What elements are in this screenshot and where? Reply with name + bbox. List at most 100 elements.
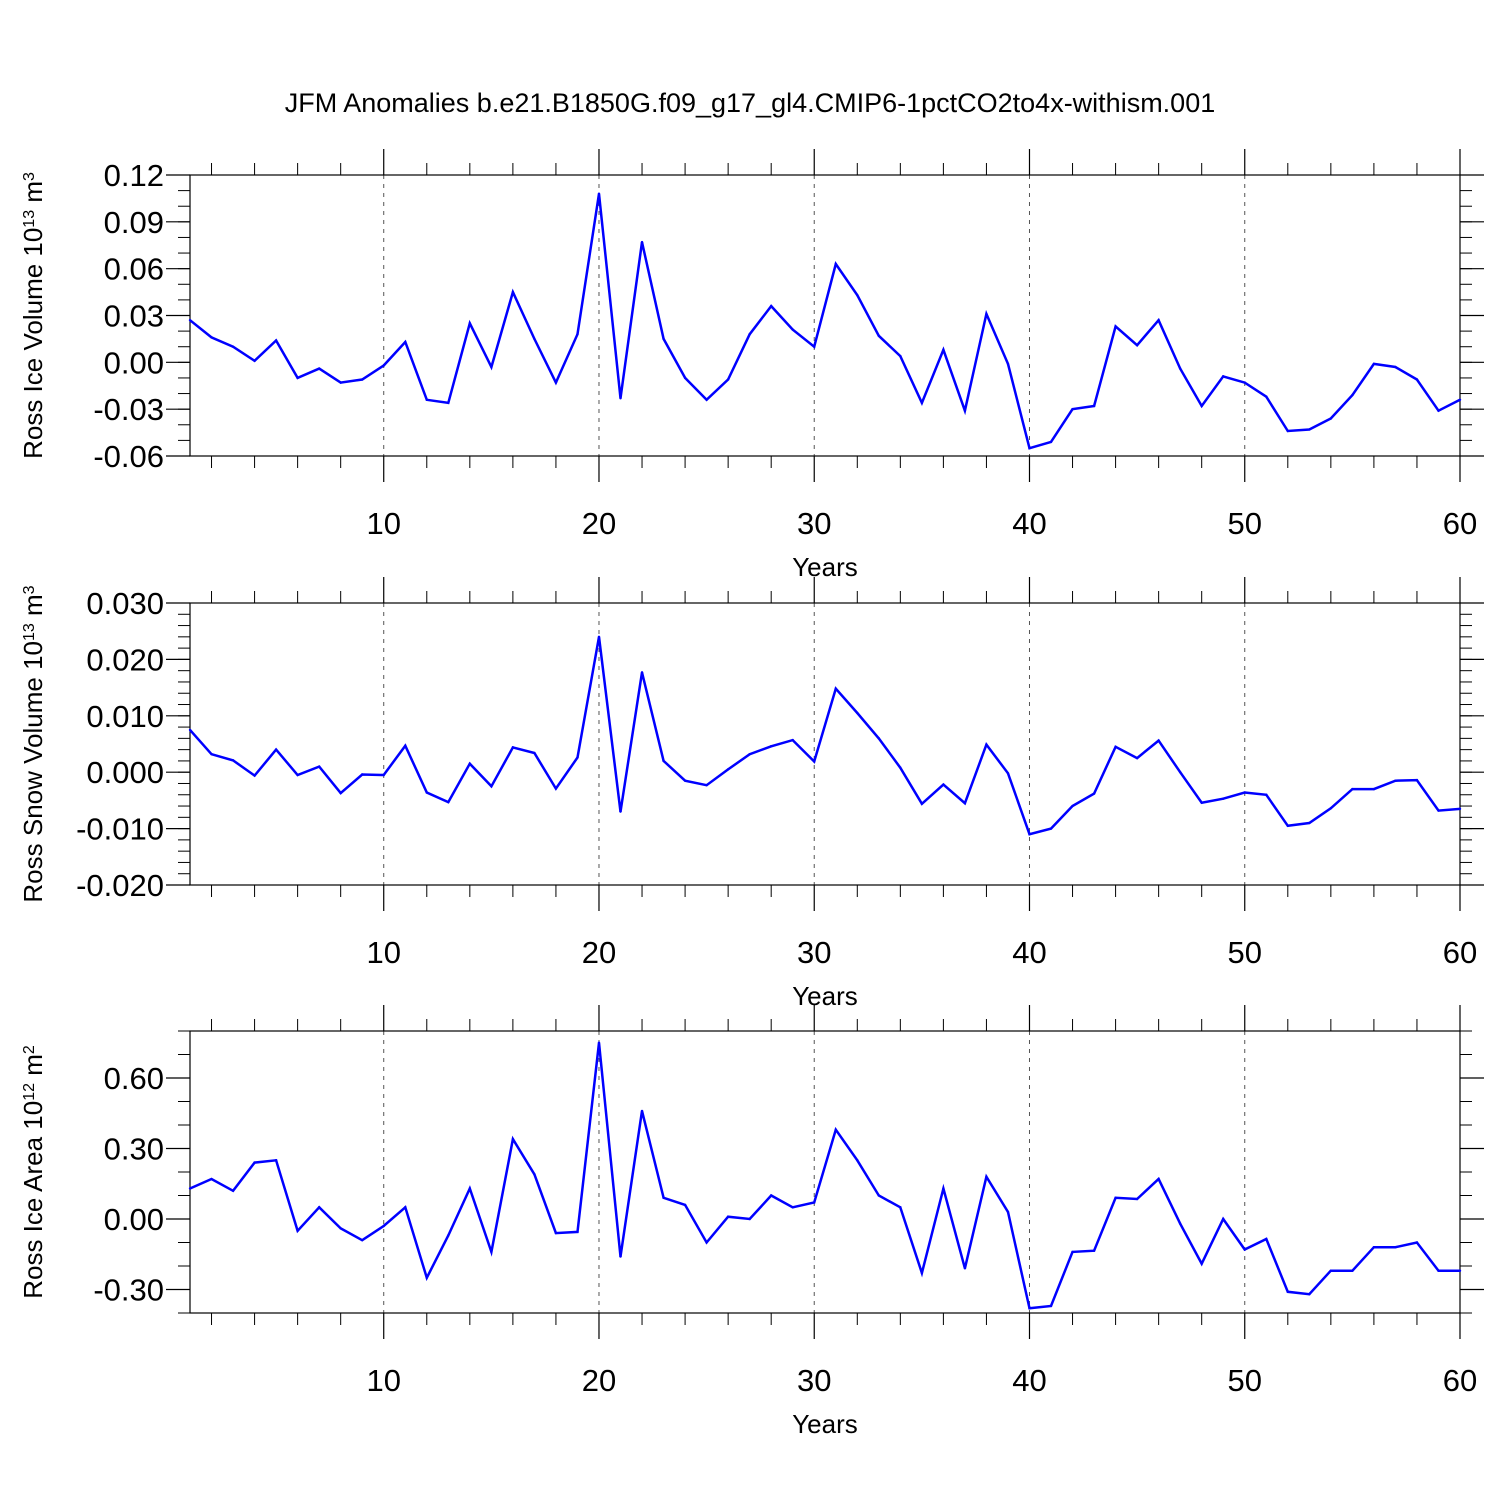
- data-point: [899, 354, 902, 358]
- series-line: [189, 636, 1461, 836]
- data-point: [1458, 398, 1462, 401]
- data-point: [877, 334, 881, 337]
- data-point: [447, 1234, 450, 1237]
- data-point: [274, 1159, 278, 1162]
- y-tick-label: 0.010: [86, 699, 164, 734]
- data-point: [834, 262, 837, 266]
- data-point: [1372, 787, 1376, 791]
- data-point: [1308, 428, 1311, 431]
- data-point: [1286, 1290, 1289, 1294]
- data-point: [1092, 404, 1096, 408]
- series-line: [189, 193, 1461, 450]
- data-point: [1071, 804, 1074, 808]
- data-point: [1243, 381, 1246, 384]
- data-point: [511, 290, 515, 294]
- data-point: [813, 1201, 816, 1204]
- data-point: [404, 340, 407, 344]
- data-point: [726, 378, 730, 381]
- y-label-unit-exp: 3: [21, 172, 38, 181]
- data-point: [188, 1187, 192, 1190]
- data-point: [1006, 362, 1010, 366]
- data-point: [985, 1175, 988, 1178]
- data-point: [748, 752, 751, 756]
- x-axis-label: Years: [792, 1409, 858, 1439]
- data-point: [942, 1187, 945, 1190]
- data-point: [490, 785, 493, 788]
- x-axis-label: Years: [792, 981, 858, 1011]
- data-point: [877, 737, 881, 740]
- data-point: [942, 783, 945, 786]
- data-point: [705, 1241, 708, 1244]
- data-point: [1200, 801, 1203, 804]
- data-point: [1351, 787, 1354, 791]
- data-points: [188, 192, 1462, 450]
- y-tick-labels: -0.30 0.00 0.30 0.60: [93, 1061, 164, 1308]
- data-point: [1351, 1269, 1354, 1272]
- y-tick-label: -0.30: [93, 1273, 164, 1308]
- data-point: [1178, 771, 1182, 774]
- data-point: [705, 398, 708, 401]
- y-tick-label: -0.010: [76, 812, 164, 847]
- x-grid: [383, 1031, 1246, 1313]
- y-label-unit-exp: 2: [21, 1045, 38, 1054]
- data-points: [188, 635, 1462, 836]
- data-point: [748, 333, 751, 336]
- data-point: [1222, 1217, 1225, 1221]
- data-point: [253, 1161, 256, 1164]
- x-tick-label: 50: [1228, 1363, 1262, 1398]
- data-point: [1178, 1222, 1182, 1225]
- data-point: [1157, 739, 1160, 742]
- data-point: [1049, 827, 1053, 830]
- data-point: [210, 336, 213, 339]
- data-point: [1157, 318, 1160, 322]
- y-tick-label: 0.12: [104, 158, 164, 193]
- data-point: [813, 345, 816, 348]
- data-point: [1092, 1249, 1096, 1252]
- y-axis-label: Ross Ice Area 1012 m2: [18, 1045, 48, 1299]
- data-point: [1372, 1246, 1376, 1249]
- data-point: [317, 765, 321, 768]
- data-point: [1028, 446, 1031, 450]
- data-point: [1415, 1241, 1419, 1244]
- data-point: [317, 1206, 321, 1209]
- data-point: [1415, 378, 1419, 381]
- x-tick-label: 10: [366, 1363, 400, 1398]
- data-point: [899, 766, 902, 769]
- y-tick-label: -0.020: [76, 868, 164, 903]
- data-point: [834, 687, 837, 690]
- data-point: [361, 378, 364, 381]
- data-point: [1200, 404, 1203, 408]
- data-point: [1308, 1293, 1311, 1296]
- data-point: [899, 1206, 902, 1209]
- data-point: [705, 783, 708, 787]
- data-point: [726, 768, 730, 771]
- data-point: [920, 401, 924, 405]
- data-point: [511, 1137, 515, 1141]
- data-point: [317, 367, 321, 370]
- data-point: [274, 748, 278, 751]
- data-point: [1114, 325, 1117, 328]
- data-point: [597, 192, 601, 195]
- x-tick-label: 50: [1228, 506, 1262, 541]
- data-point: [1329, 1269, 1333, 1272]
- minor-ticks: [178, 1019, 1472, 1325]
- data-point: [791, 738, 794, 742]
- data-point: [1286, 824, 1289, 827]
- data-point: [769, 1194, 773, 1197]
- data-point: [1437, 809, 1440, 812]
- data-point: [1265, 1237, 1268, 1241]
- data-point: [1071, 407, 1074, 411]
- data-point: [963, 802, 967, 805]
- x-tick-label: 30: [797, 506, 831, 541]
- y-tick-label: 0.020: [86, 642, 164, 677]
- y-label-exp: 13: [21, 210, 38, 228]
- x-tick-label: 20: [582, 506, 616, 541]
- x-tick-label: 60: [1443, 506, 1477, 541]
- data-point: [382, 364, 385, 367]
- data-points: [188, 1041, 1462, 1310]
- data-point: [1028, 833, 1031, 836]
- data-point: [1351, 393, 1354, 397]
- data-point: [1329, 417, 1333, 420]
- x-axis-label: Years: [792, 552, 858, 582]
- data-point: [1243, 791, 1246, 794]
